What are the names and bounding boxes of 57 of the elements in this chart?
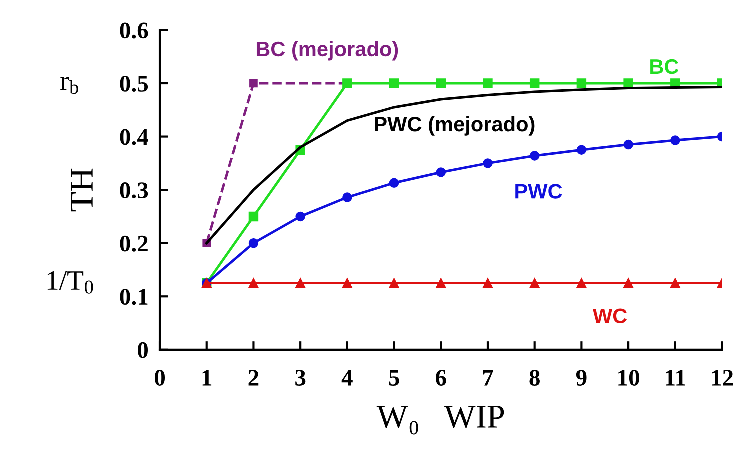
point [624,78,634,88]
text: r$_{b}$ [60,76,79,94]
x-tick-label: 10 [618,370,640,386]
point [342,278,352,288]
point [530,278,540,288]
point [670,136,680,146]
point [389,78,400,88]
point [483,78,493,88]
x-tick-label: 4 [342,370,353,386]
point [483,158,493,168]
point [624,140,634,150]
x-tick-label: 6 [436,370,446,386]
x-tick-label: 3 [296,370,306,386]
y-tick-label: 0.3 [120,182,148,199]
point [389,278,400,288]
series-label: PWC (mejorado) [375,116,535,136]
point [248,278,259,288]
x-tick-label: 5 [389,370,400,386]
x-tick-label: 1 [202,370,212,386]
point [248,238,259,248]
point [576,78,587,88]
y-tick-label: 0.1 [120,289,148,306]
point [248,212,259,222]
point [296,278,306,288]
point [576,145,587,155]
series-label: BC (mejorado) [256,41,398,61]
y-tick-label: 0 [138,342,148,358]
series-label: PWC [516,184,562,199]
point [436,78,446,88]
y-tick-label: 0.2 [120,236,148,252]
point [296,212,306,222]
x-tick-label: 8 [530,370,540,386]
point [483,278,493,288]
x-axis-title: W₀ WIP [376,406,504,435]
x-tick-label: 7 [483,370,494,386]
x-tick-label: 11 [666,370,686,386]
x-tick-label: 0 [155,370,166,386]
point [670,278,680,288]
point [436,168,446,178]
y-tick-label: 0.5 [120,76,148,92]
point [576,278,587,288]
series-label: BC [650,59,679,74]
x-tick-label: 9 [576,370,587,386]
series-label: WC [592,308,628,324]
y-tick-label: 0.6 [120,22,148,39]
point [530,151,540,161]
point [530,78,540,88]
text: 1/T$_{0}$ [48,271,94,294]
point [624,278,634,288]
point [250,79,258,88]
y-axis-title: TH [71,168,93,212]
y-tick-label: 0.4 [120,129,148,146]
x-tick-label: 2 [248,370,259,386]
x-tick-label: 12 [712,370,734,386]
point [436,278,446,288]
point [342,192,352,202]
point [389,178,400,188]
